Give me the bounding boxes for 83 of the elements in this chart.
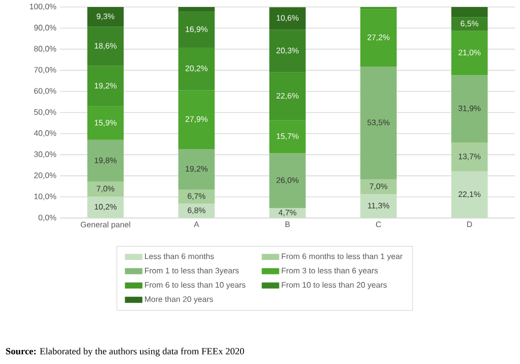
data-label: 6,5% (460, 20, 478, 28)
data-label: 21,0% (458, 50, 481, 56)
data-label: 53,5% (367, 120, 390, 126)
bar (178, 90, 215, 149)
x-tick-label: D (467, 222, 472, 228)
data-label: 9,3% (96, 14, 114, 20)
y-tick-label: 10,0% (34, 194, 56, 200)
data-label: 11,3% (368, 202, 390, 210)
bar (87, 66, 124, 106)
bar (269, 153, 306, 208)
y-tick-label: 30,0% (34, 151, 56, 158)
bar (178, 12, 215, 48)
data-label: 16,9% (186, 26, 208, 33)
bar (269, 120, 306, 154)
data-label: 7,0% (96, 186, 114, 192)
data-label: 7,0% (370, 183, 388, 190)
y-tick-label: 50,0% (34, 109, 56, 116)
x-tick-label: General panel (80, 222, 130, 229)
bar (451, 171, 488, 218)
data-label: 19,8% (94, 158, 117, 164)
legend-label: From 1 to less than 3years (145, 268, 239, 276)
bar (360, 179, 397, 194)
bar (360, 9, 397, 66)
data-label: 27,9% (186, 116, 208, 123)
bar (451, 75, 488, 142)
data-label: 10,6% (276, 15, 299, 22)
bar (451, 30, 488, 76)
y-tick-label: 70,0% (34, 66, 56, 74)
data-label: 19,2% (94, 82, 117, 90)
bar (269, 72, 306, 120)
data-label: 6,7% (188, 193, 206, 200)
data-label: 20,2% (186, 66, 208, 72)
data-label: 31,9% (458, 106, 481, 112)
bar (87, 106, 124, 140)
data-label: 13,7% (458, 154, 481, 160)
legend-label: From 3 to less than 6 years (282, 268, 378, 276)
bar (87, 182, 124, 196)
data-label: 10,2% (94, 204, 117, 211)
bar (87, 196, 124, 218)
bar (269, 30, 306, 72)
x-tick-label: C (376, 222, 382, 228)
x-tick-label: A (194, 222, 200, 228)
data-label: 4,7% (278, 210, 296, 216)
bar (178, 148, 215, 190)
bar (451, 6, 488, 18)
bar (178, 48, 215, 90)
bar (269, 208, 306, 218)
bar (269, 7, 306, 30)
y-tick-label: 20,0% (34, 172, 56, 180)
y-tick-label: 80,0% (34, 46, 56, 52)
text: Source: Elaborated by the authors using data from FEEx 2020 (6, 348, 244, 356)
data-label: 19,2% (186, 166, 208, 173)
y-tick-label: 0,0% (38, 214, 56, 222)
data-label: 26,0% (276, 177, 299, 184)
data-label: 15,7% (276, 133, 299, 140)
data-label: 18,6% (94, 42, 117, 50)
bar (87, 26, 124, 66)
bar (360, 6, 397, 10)
legend-label: From 6 months to less than 1 year (282, 253, 402, 261)
data-label: 6,8% (188, 208, 206, 214)
bar (87, 6, 124, 27)
x-tick-label: B (285, 222, 290, 228)
y-tick-label: 90,0% (34, 24, 56, 32)
legend-label: Less than 6 months (145, 253, 214, 260)
y-tick-label: 100,0% (30, 4, 56, 10)
data-label: 20,3% (276, 48, 299, 54)
y-tick-label: 60,0% (34, 88, 56, 95)
bar (178, 6, 215, 12)
bar (451, 17, 488, 31)
bar (178, 204, 215, 218)
legend-label: More than 20 years (145, 296, 213, 304)
legend-label: From 10 to less than 20 years (282, 282, 387, 290)
data-label: 15,9% (94, 120, 117, 126)
bar (451, 142, 488, 172)
legend-label: From 6 to less than 10 years (145, 282, 246, 290)
data-label: 22,1% (458, 191, 481, 198)
bar (360, 66, 397, 180)
y-tick-label: 40,0% (34, 130, 56, 137)
data-label: 27,2% (368, 34, 390, 42)
bar (87, 140, 124, 182)
bar (360, 194, 397, 218)
data-label: 22,6% (276, 92, 299, 100)
bar (178, 190, 215, 204)
